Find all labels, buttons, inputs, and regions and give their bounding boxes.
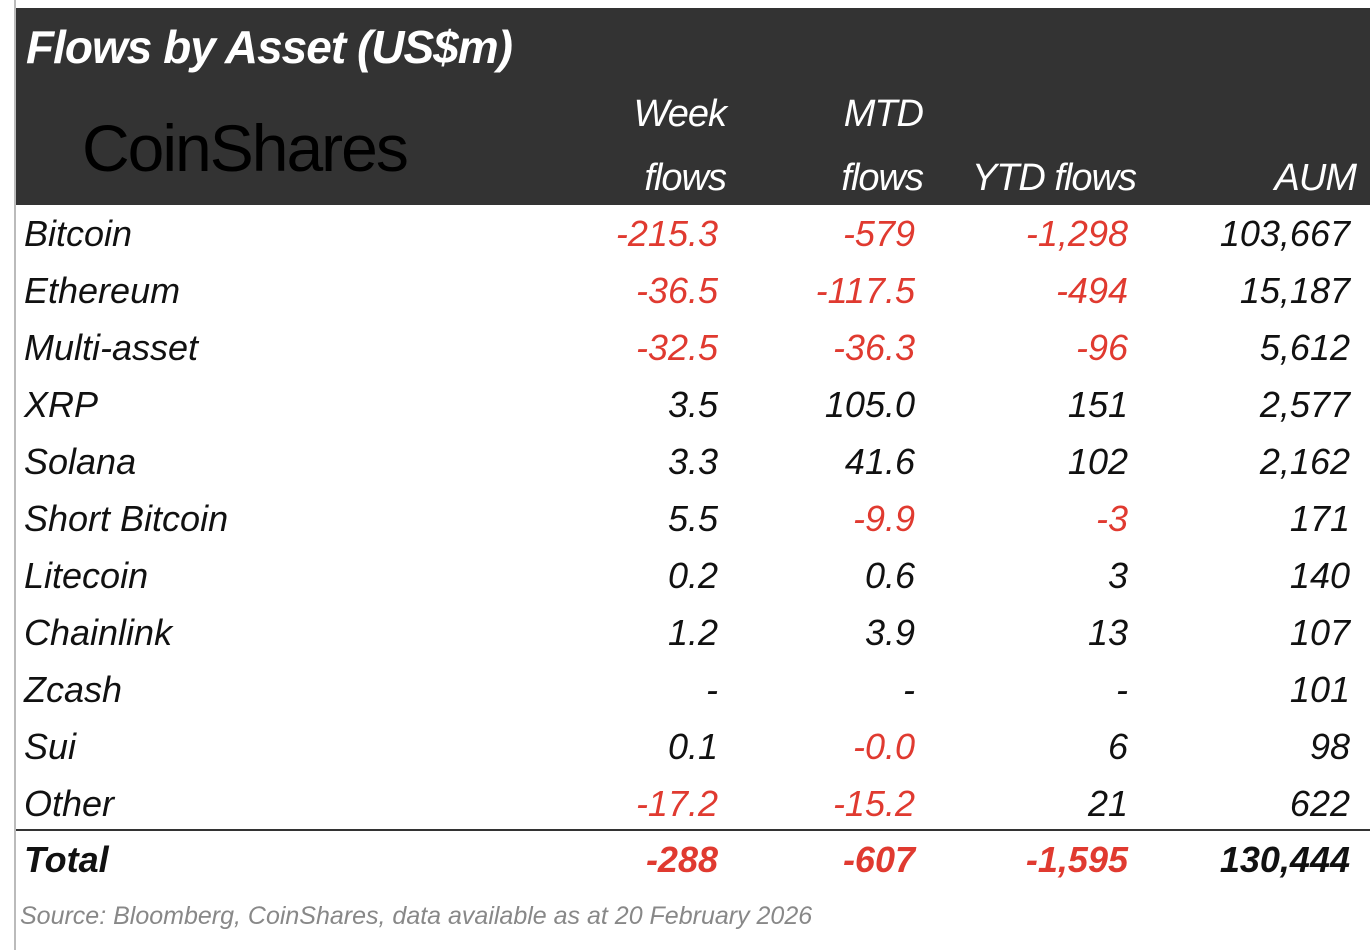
mtd-cell: -579	[842, 213, 915, 254]
total-row: Total -288 -607 -1,595 130,444	[16, 831, 1370, 888]
table-row: Sui 0.1 -0.0 6 98	[16, 718, 1370, 775]
aum-cell: 101	[1289, 669, 1350, 710]
table-row: Other -17.2 -15.2 21 622	[16, 775, 1370, 832]
week-cell: 0.1	[667, 726, 718, 767]
asset-name: Ethereum	[24, 270, 181, 311]
page-title: Flows by Asset (US$m)	[26, 21, 513, 73]
table-row: Chainlink 1.2 3.9 13 107	[16, 604, 1370, 661]
week-cell: -17.2	[635, 783, 718, 824]
mtd-cell: -607	[842, 839, 915, 880]
asset-name: Total	[24, 839, 109, 880]
week-cell: 1.2	[667, 612, 718, 653]
asset-name: Solana	[24, 441, 137, 482]
source-note: Source: Bloomberg, CoinShares, data avai…	[20, 902, 813, 930]
mtd-cell: -9.9	[852, 498, 915, 539]
ytd-cell: 151	[1067, 384, 1128, 425]
asset-name: XRP	[24, 384, 99, 425]
mtd-cell: 41.6	[844, 441, 915, 482]
table-row: Zcash - - - 101	[16, 661, 1370, 718]
ytd-cell: -1,595	[1025, 839, 1128, 880]
table-row: Ethereum -36.5 -117.5 -494 15,187	[16, 262, 1370, 319]
column-header-ytd: YTD flows	[971, 157, 1137, 199]
column-header-line: Week	[633, 93, 727, 135]
asset-name: Bitcoin	[24, 213, 133, 254]
mtd-cell: 105.0	[824, 384, 915, 425]
ytd-cell: 13	[1087, 612, 1128, 653]
ytd-cell: -	[1116, 669, 1128, 710]
ytd-cell: -3	[1095, 498, 1128, 539]
week-cell: 5.5	[667, 498, 718, 539]
mtd-cell: -117.5	[815, 270, 915, 311]
mtd-cell: -15.2	[832, 783, 915, 824]
aum-cell: 140	[1289, 555, 1350, 596]
mtd-cell: -36.3	[832, 327, 915, 368]
table-row: XRP 3.5 105.0 151 2,577	[16, 376, 1370, 433]
column-header-week: Week flows	[526, 82, 727, 210]
ytd-cell: -96	[1075, 327, 1128, 368]
asset-name: Sui	[24, 726, 77, 767]
column-header-aum: AUM	[1274, 157, 1357, 199]
asset-name: Chainlink	[24, 612, 173, 653]
aum-cell: 2,577	[1259, 384, 1350, 425]
table-row: Multi-asset -32.5 -36.3 -96 5,612	[16, 319, 1370, 376]
table-header: Flows by Asset (US$m) CoinShares Week fl…	[16, 8, 1370, 205]
table-row: Solana 3.3 41.6 102 2,162	[16, 433, 1370, 490]
aum-cell: 2,162	[1259, 441, 1350, 482]
ytd-cell: -1,298	[1025, 213, 1128, 254]
aum-cell: 15,187	[1239, 270, 1350, 311]
aum-cell: 103,667	[1219, 213, 1350, 254]
week-cell: 0.2	[667, 555, 718, 596]
table-row: Litecoin 0.2 0.6 3 140	[16, 547, 1370, 604]
left-border	[14, 0, 16, 950]
ytd-cell: 21	[1087, 783, 1128, 824]
aum-cell: 5,612	[1259, 327, 1350, 368]
aum-cell: 171	[1289, 498, 1350, 539]
ytd-cell: 3	[1107, 555, 1128, 596]
asset-name: Multi-asset	[24, 327, 199, 368]
week-cell: -215.3	[615, 213, 718, 254]
week-cell: -32.5	[635, 327, 718, 368]
mtd-cell: -	[903, 669, 915, 710]
mtd-cell: 3.9	[864, 612, 915, 653]
asset-name: Short Bitcoin	[24, 498, 229, 539]
week-cell: 3.5	[667, 384, 718, 425]
week-cell: -288	[645, 839, 718, 880]
week-cell: 3.3	[667, 441, 718, 482]
table-row: Short Bitcoin 5.5 -9.9 -3 171	[16, 490, 1370, 547]
aum-cell: 130,444	[1219, 839, 1350, 880]
mtd-cell: -0.0	[852, 726, 915, 767]
aum-cell: 622	[1289, 783, 1350, 824]
week-cell: -	[706, 669, 718, 710]
column-header-mtd: MTD flows	[723, 82, 924, 210]
asset-name: Zcash	[24, 669, 123, 710]
aum-cell: 98	[1309, 726, 1350, 767]
ytd-cell: 6	[1107, 726, 1128, 767]
aum-cell: 107	[1289, 612, 1350, 653]
column-header-line: flows	[841, 157, 924, 199]
total-separator	[16, 829, 1370, 831]
column-header-line: flows	[644, 157, 727, 199]
mtd-cell: 0.6	[864, 555, 915, 596]
ytd-cell: -494	[1055, 270, 1128, 311]
asset-name: Litecoin	[24, 555, 149, 596]
coinshares-logo: CoinShares	[82, 111, 409, 185]
ytd-cell: 102	[1067, 441, 1128, 482]
week-cell: -36.5	[635, 270, 718, 311]
column-header-line: MTD	[843, 93, 924, 135]
table-row: Bitcoin -215.3 -579 -1,298 103,667	[16, 205, 1370, 262]
asset-name: Other	[24, 783, 115, 824]
